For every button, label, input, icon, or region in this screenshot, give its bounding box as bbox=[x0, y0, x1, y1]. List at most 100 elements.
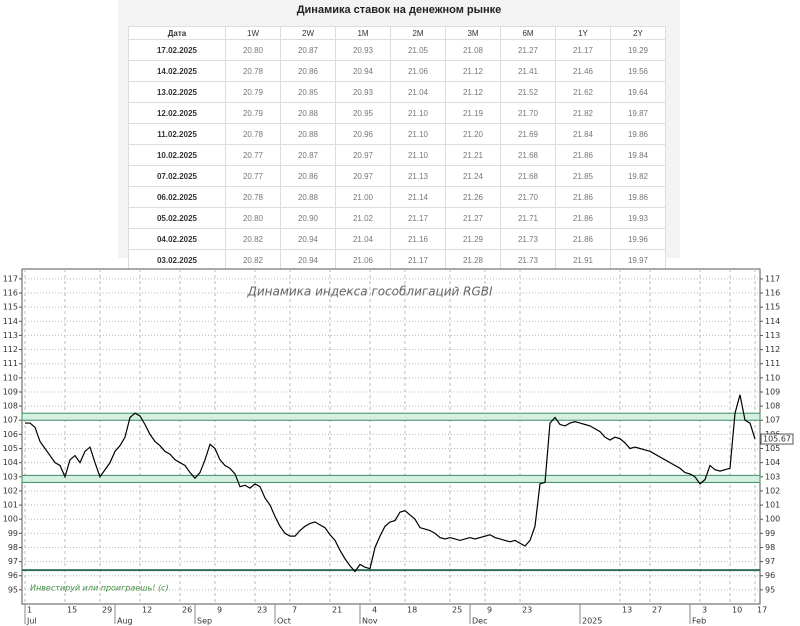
table-cell: 21.19 bbox=[445, 102, 501, 124]
x-tick-label: 10 bbox=[732, 606, 742, 615]
table-row: 14.02.2025 20.78 20.86 20.94 21.06 21.12 21.41… bbox=[128, 60, 666, 82]
x-tick-label: 15 bbox=[67, 606, 77, 615]
y-tick-label: 114 bbox=[3, 317, 18, 326]
y-tick-label-right: 113 bbox=[765, 331, 780, 340]
table-cell: 21.41 bbox=[500, 60, 556, 82]
table-cell: 21.70 bbox=[500, 102, 556, 124]
annotation: Инвестируй или проиграешь! (c) bbox=[30, 584, 169, 593]
column-header: 1M bbox=[335, 26, 391, 40]
month-label: Dec bbox=[472, 617, 487, 626]
last-value-label: 105.67 bbox=[763, 435, 791, 444]
x-tick-label: 7 bbox=[292, 606, 297, 615]
y-tick-label-right: 116 bbox=[765, 289, 780, 298]
column-header: 1W bbox=[225, 26, 281, 40]
y-tick-label-right: 109 bbox=[765, 387, 780, 396]
y-tick-label-right: 98 bbox=[765, 543, 775, 552]
table-row: 03.02.2025 20.82 20.94 21.06 21.17 21.28 21.73… bbox=[128, 249, 666, 271]
column-header: 6M bbox=[500, 26, 556, 40]
table-cell: 06.02.2025 bbox=[128, 186, 226, 208]
table-cell: 21.06 bbox=[390, 60, 446, 82]
table-cell: 20.77 bbox=[225, 144, 281, 166]
table-cell: 21.00 bbox=[335, 186, 391, 208]
y-tick-label: 106 bbox=[3, 430, 18, 439]
y-tick-label: 104 bbox=[3, 458, 18, 467]
table-row: 11.02.2025 20.78 20.88 20.96 21.10 21.20 21.69… bbox=[128, 123, 666, 145]
table-cell: 13.02.2025 bbox=[128, 81, 226, 103]
table-cell: 21.52 bbox=[500, 81, 556, 103]
table-cell: 20.86 bbox=[280, 165, 336, 187]
rates-table: Дата 1W 2W 1M 2M 3M 6M 1Y 2Y 17.02.2025 20.80 20.87… bbox=[128, 26, 666, 271]
table-cell: 21.12 bbox=[445, 81, 501, 103]
price-line bbox=[25, 394, 756, 573]
y-tick-label-right: 117 bbox=[765, 274, 780, 283]
table-cell: 21.86 bbox=[555, 207, 611, 229]
y-tick-label: 111 bbox=[3, 359, 18, 368]
y-tick-label: 105 bbox=[3, 444, 18, 453]
x-tick-label: 25 bbox=[452, 606, 462, 615]
table-cell: 14.02.2025 bbox=[128, 60, 226, 82]
table-cell: 19.86 bbox=[610, 123, 666, 145]
y-tick-label-right: 105 bbox=[765, 444, 780, 453]
month-label: Aug bbox=[117, 617, 133, 626]
table-cell: 20.79 bbox=[225, 102, 281, 124]
table-cell: 20.88 bbox=[280, 123, 336, 145]
table-cell: 20.97 bbox=[335, 165, 391, 187]
table-cell: 21.82 bbox=[555, 102, 611, 124]
y-tick-label-right: 114 bbox=[765, 317, 780, 326]
plot-frame bbox=[21, 268, 761, 605]
x-tick-label: 13 bbox=[622, 606, 632, 615]
x-tick-label: 18 bbox=[407, 606, 417, 615]
table-row: 06.02.2025 20.78 20.88 21.00 21.14 21.26 21.70… bbox=[128, 186, 666, 208]
table-cell: 21.68 bbox=[500, 144, 556, 166]
y-tick-label-right: 111 bbox=[765, 359, 780, 368]
table-cell: 21.27 bbox=[445, 207, 501, 229]
table-cell: 21.10 bbox=[390, 123, 446, 145]
last-value-box bbox=[760, 433, 794, 445]
y-tick-label: 100 bbox=[3, 515, 18, 524]
table-cell: 21.86 bbox=[555, 186, 611, 208]
table-cell: 20.77 bbox=[225, 165, 281, 187]
x-tick-label: 23 bbox=[522, 606, 532, 615]
column-header: Дата bbox=[128, 26, 226, 40]
table-cell: 21.27 bbox=[500, 39, 556, 61]
band bbox=[21, 474, 761, 483]
y-tick-label: 107 bbox=[3, 416, 18, 425]
table-cell: 19.64 bbox=[610, 81, 666, 103]
table-cell: 21.04 bbox=[390, 81, 446, 103]
table-cell: 20.78 bbox=[225, 123, 281, 145]
y-tick-label-right: 96 bbox=[765, 571, 775, 580]
table-cell: 21.70 bbox=[500, 186, 556, 208]
table-cell: 21.17 bbox=[390, 207, 446, 229]
table-cell: 21.24 bbox=[445, 165, 501, 187]
table-cell: 21.73 bbox=[500, 228, 556, 250]
table-cell: 10.02.2025 bbox=[128, 144, 226, 166]
y-tick-label-right: 101 bbox=[765, 501, 780, 510]
y-tick-label: 116 bbox=[3, 289, 18, 298]
y-tick-label: 98 bbox=[8, 543, 18, 552]
x-tick-label: 9 bbox=[487, 606, 492, 615]
y-tick-label: 101 bbox=[3, 501, 18, 510]
table-cell: 21.17 bbox=[555, 39, 611, 61]
x-tick-label: 9 bbox=[217, 606, 222, 615]
y-tick-label-right: 115 bbox=[765, 303, 780, 312]
table-cell: 21.29 bbox=[445, 228, 501, 250]
table-cell: 21.62 bbox=[555, 81, 611, 103]
x-tick-label: 3 bbox=[702, 606, 707, 615]
table-cell: 21.13 bbox=[390, 165, 446, 187]
x-tick-label: 17 bbox=[757, 606, 767, 615]
table-title: Динамика ставок на денежном рынке bbox=[296, 4, 502, 16]
table-cell: 20.86 bbox=[280, 60, 336, 82]
x-tick-label: 1 bbox=[27, 606, 32, 615]
y-tick-label-right: 95 bbox=[765, 585, 775, 594]
y-tick-label-right: 107 bbox=[765, 416, 780, 425]
header-row: Дата 1W 2W 1M 2M 3M 6M 1Y 2Y bbox=[128, 26, 666, 40]
table-cell: 21.05 bbox=[390, 39, 446, 61]
y-tick-label-right: 97 bbox=[765, 557, 775, 566]
column-header: 1Y bbox=[555, 26, 611, 40]
table-cell: 07.02.2025 bbox=[128, 165, 226, 187]
table-cell: 20.87 bbox=[280, 39, 336, 61]
table-cell: 21.26 bbox=[445, 186, 501, 208]
table-cell: 20.93 bbox=[335, 81, 391, 103]
